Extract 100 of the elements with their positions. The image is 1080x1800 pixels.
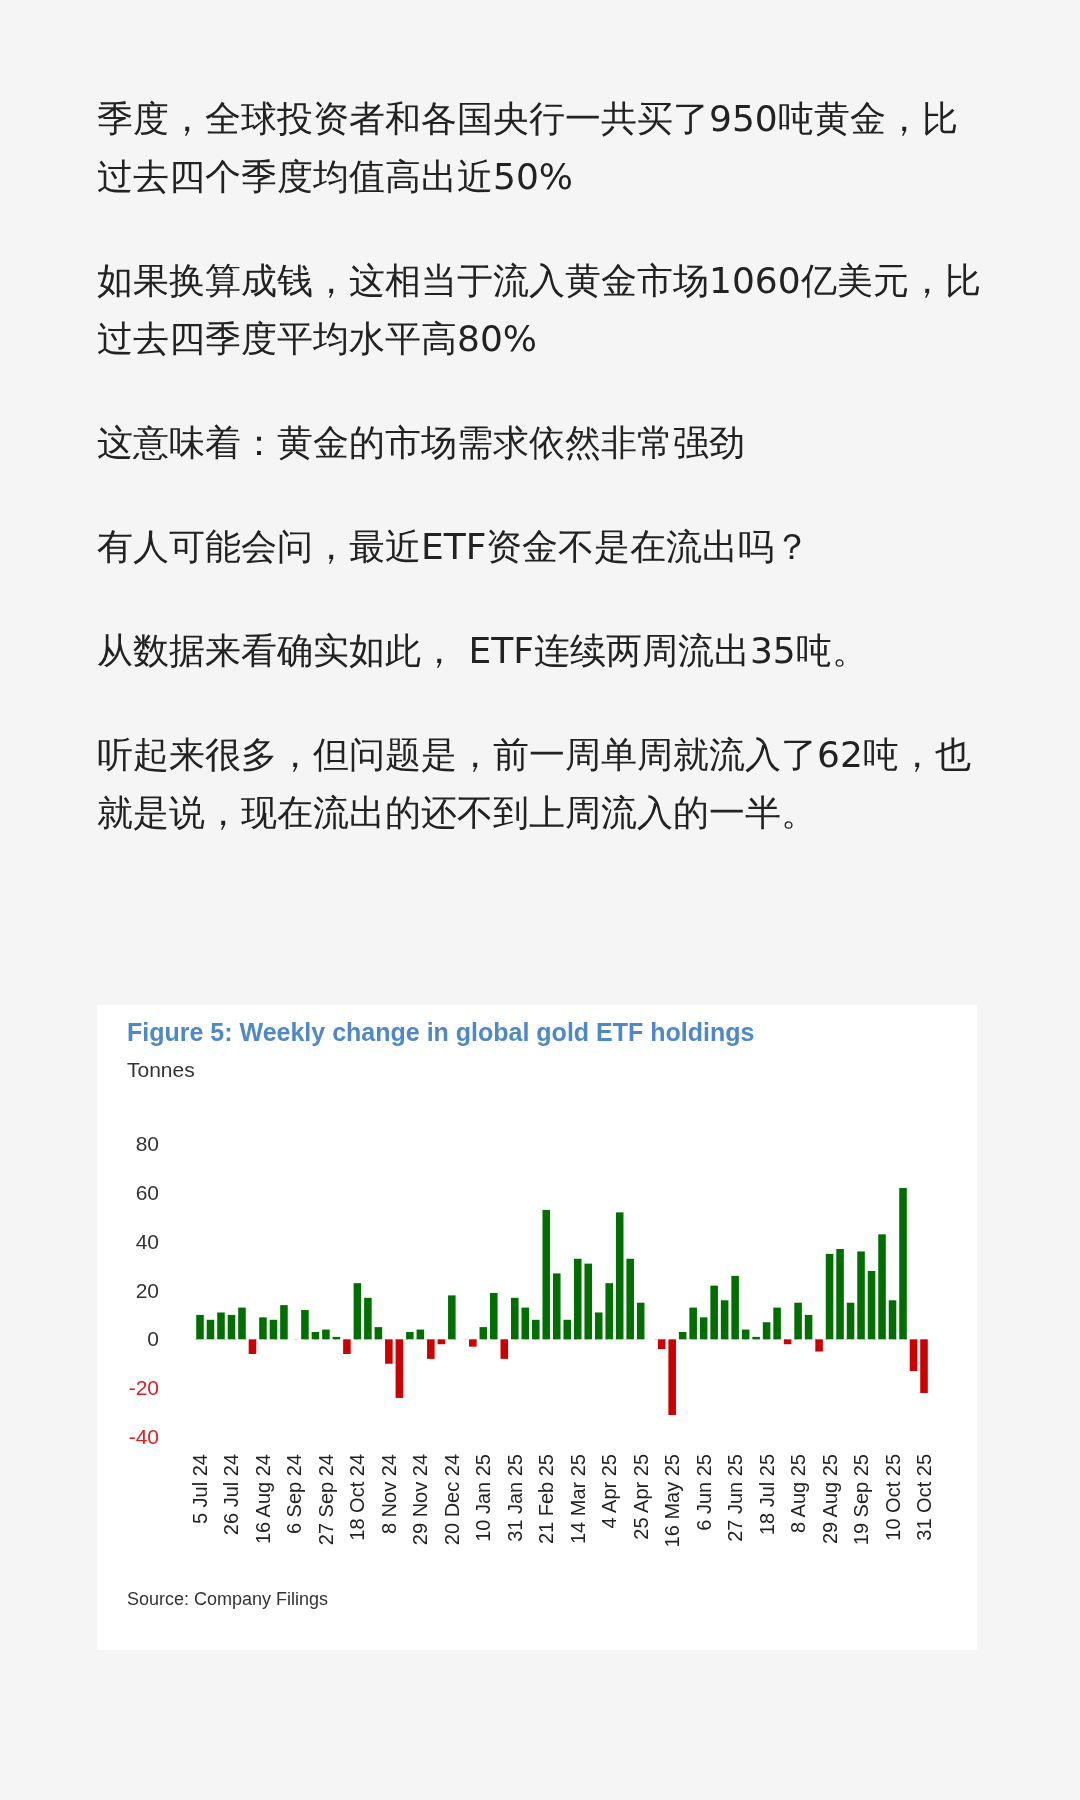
x-tick-label: 10 Jan 25 (472, 1454, 495, 1542)
y-tick-label: 0 (147, 1327, 159, 1351)
bar (364, 1297, 372, 1340)
bar (762, 1322, 771, 1340)
bar (196, 1314, 204, 1340)
bar (259, 1317, 267, 1340)
bar (899, 1187, 907, 1340)
y-tick-label: 60 (135, 1180, 159, 1204)
bar (479, 1327, 488, 1340)
bar (269, 1319, 278, 1340)
x-tick-label: 4 Apr 25 (598, 1454, 621, 1529)
bar (594, 1312, 603, 1340)
bar (542, 1209, 551, 1340)
bar (867, 1270, 876, 1340)
bar (238, 1307, 246, 1340)
bar (448, 1295, 456, 1340)
x-tick-label: 31 Oct 25 (913, 1454, 935, 1541)
bar (563, 1319, 572, 1340)
bar (909, 1339, 918, 1372)
text: 如果换算成钱，这相当于流入黄金市场1060亿美元，比过去四季度平均水平高80% (97, 259, 982, 361)
bar (825, 1253, 834, 1340)
x-tick-label: 6 Sep 24 (283, 1454, 306, 1535)
x-tick-label: 10 Oct 25 (881, 1454, 904, 1541)
bar (469, 1339, 477, 1347)
y-tick-label: 20 (135, 1278, 159, 1302)
bar (280, 1305, 288, 1340)
x-tick-label: 19 Sep 25 (850, 1454, 873, 1546)
x-tick-label: 5 Jul 24 (189, 1454, 211, 1525)
bar (511, 1297, 519, 1340)
bar (531, 1319, 540, 1340)
x-tick-label: 29 Aug 25 (818, 1454, 841, 1545)
bar (731, 1275, 739, 1340)
bar (804, 1314, 813, 1340)
x-tick-label: 27 Sep 24 (314, 1454, 337, 1546)
bar (657, 1339, 666, 1350)
bar (301, 1310, 309, 1340)
y-tick-label: 80 (135, 1132, 159, 1155)
bar (720, 1300, 729, 1340)
bar (878, 1234, 886, 1340)
bar (552, 1273, 561, 1340)
x-tick-label: 16 May 25 (661, 1454, 684, 1548)
bar (605, 1283, 613, 1340)
bar (217, 1312, 225, 1340)
bar (427, 1339, 435, 1359)
y-tick-label: -20 (128, 1376, 159, 1400)
bar (689, 1307, 697, 1340)
bar (322, 1329, 330, 1340)
x-tick-label: 25 Apr 25 (629, 1454, 652, 1540)
bar (888, 1300, 897, 1340)
y-axis-title: Tonnes (127, 1058, 195, 1081)
bar (794, 1302, 802, 1340)
text: 有人可能会问，最近ETF资金不是在流出吗？ (97, 525, 812, 569)
bar (668, 1339, 676, 1416)
bar (521, 1307, 530, 1340)
bar (815, 1339, 823, 1352)
bar (385, 1339, 393, 1364)
bar (920, 1339, 928, 1394)
x-tick-label: 6 Jun 25 (692, 1454, 715, 1531)
text: 季度，全球投资者和各国央行一共买了950吨黄金，比过去四个季度均值高出近50% (97, 97, 959, 199)
bar (206, 1319, 215, 1340)
bar (636, 1302, 645, 1340)
bar (710, 1285, 718, 1340)
text: 听起来很多，但问题是，前一周单周就流入了62吨，也就是说，现在流出的还不到上周流入的一半。 (97, 733, 972, 835)
x-tick-label: 18 Oct 24 (346, 1454, 369, 1541)
bar (500, 1339, 509, 1359)
x-tick-label: 29 Nov 24 (409, 1454, 432, 1546)
y-tick-label: 40 (135, 1229, 159, 1253)
bar (395, 1339, 404, 1398)
bar (836, 1248, 844, 1340)
bar (227, 1314, 236, 1340)
x-tick-label: 20 Dec 24 (440, 1454, 463, 1546)
bar (573, 1258, 582, 1340)
bar (248, 1339, 257, 1354)
bar (783, 1339, 792, 1345)
bar (353, 1283, 362, 1340)
bar (846, 1302, 855, 1340)
x-tick-label: 14 Mar 25 (566, 1454, 589, 1545)
x-tick-label: 21 Feb 25 (535, 1454, 558, 1545)
x-tick-label: 27 Jun 25 (724, 1454, 747, 1542)
bar (374, 1327, 383, 1340)
source-note: Source: Company Filings (127, 1589, 329, 1609)
bar (699, 1317, 708, 1340)
text: 这意味着：黄金的市场需求依然非常强劲 (97, 421, 746, 465)
bar (490, 1292, 498, 1340)
bar (437, 1339, 446, 1345)
x-tick-label: 8 Aug 25 (787, 1454, 810, 1533)
bar (773, 1307, 781, 1340)
chart-title: Figure 5: Weekly change in global gold ETF holdings (127, 1018, 755, 1046)
x-tick-label: 31 Jan 25 (503, 1454, 526, 1542)
text: 从数据来看确实如此， ETF连续两周流出35吨。 (97, 629, 869, 673)
bar (626, 1258, 634, 1340)
x-tick-label: 18 Jul 25 (755, 1454, 778, 1536)
bar (857, 1251, 865, 1340)
bar (343, 1339, 351, 1354)
x-tick-label: 26 Jul 24 (220, 1454, 243, 1536)
x-tick-label: 8 Nov 24 (377, 1454, 400, 1535)
bar (584, 1263, 593, 1340)
bar (615, 1212, 624, 1340)
bar (406, 1332, 414, 1340)
x-tick-label: 16 Aug 24 (251, 1454, 274, 1545)
